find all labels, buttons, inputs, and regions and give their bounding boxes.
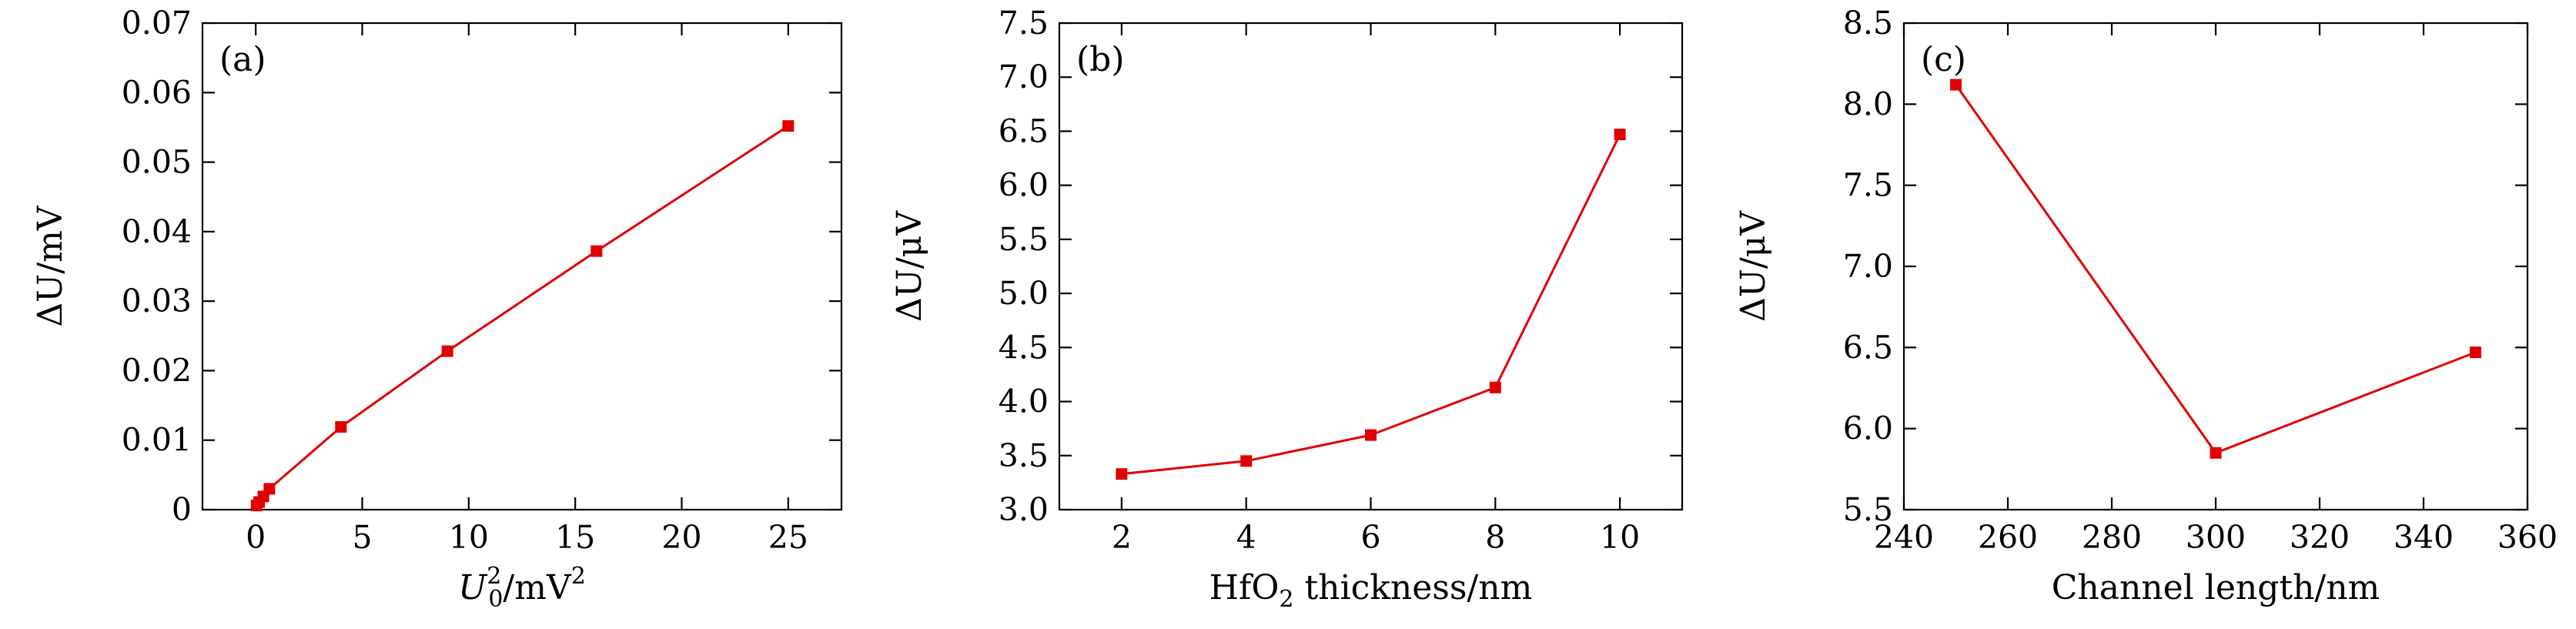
data-point (2470, 346, 2481, 359)
y-tick-label: 0.05 (122, 144, 192, 181)
x-tick-label: 8 (1485, 519, 1505, 556)
x-tick-label: 320 (2290, 519, 2350, 556)
y-axis-label: ΔU/μV (1734, 210, 1773, 322)
y-axis-label: ΔU/mV (31, 205, 70, 326)
y-tick-label: 7.0 (999, 59, 1049, 95)
x-tick-label: 240 (1874, 519, 1934, 556)
y-tick-label: 0.06 (122, 74, 192, 111)
y-tick-label: 6.5 (1843, 329, 1893, 366)
plot-frame (201, 22, 843, 511)
x-tick-label: 15 (555, 519, 595, 556)
x-axis-label-unit: /mV (503, 568, 572, 607)
y-tick-label: 3.5 (999, 437, 1049, 474)
y-tick-label: 0.04 (122, 213, 192, 250)
data-point (441, 345, 453, 357)
y-tick-label: 4.5 (999, 329, 1049, 366)
x-tick-label: 260 (1978, 519, 2038, 556)
data-point (1240, 455, 1253, 467)
y-tick-label: 7.0 (1843, 248, 1893, 285)
x-axis-label: U2 0/mV2 (458, 563, 586, 613)
x-tick-label: 2 (1112, 519, 1132, 556)
x-tick-label: 25 (768, 519, 808, 556)
data-point (2210, 447, 2222, 459)
y-axis-label: ΔU/μV (890, 210, 929, 322)
x-axis-label-unit_sup: 2 (571, 563, 586, 590)
data-point (590, 245, 603, 257)
data-point (1365, 429, 1377, 441)
y-tick-label: 6.5 (999, 112, 1049, 149)
plot-frame (1902, 22, 2529, 511)
x-axis-label-sub: 0 (488, 586, 503, 613)
panel-label: (a) (219, 40, 266, 79)
y-tick-label: 0.07 (122, 5, 192, 42)
y-tick-label: 0 (172, 491, 192, 528)
panel-b: 2 4 6 8 10 3.0 3.5 4.0 4.5 5.0 5.5 6.0 6.5 7.0 7.5 (b) Δ… (890, 5, 1684, 613)
x-tick-label: 300 (2186, 519, 2246, 556)
x-axis-label-sup: 2 (487, 563, 501, 590)
y-tick-label: 0.03 (122, 283, 192, 320)
series-line (256, 125, 789, 507)
x-tick-label: 280 (2082, 519, 2142, 556)
x-axis-label-sub: 2 (1279, 586, 1293, 613)
x-axis-label-rest: thickness/nm (1294, 568, 1533, 607)
series-line (1121, 133, 1621, 476)
y-tick-label: 5.5 (1843, 491, 1893, 528)
y-tick-label: 8.0 (1843, 85, 1893, 122)
y-tick-label: 5.0 (999, 275, 1049, 312)
data-point (1614, 129, 1626, 141)
panel-a: 0 5 10 15 20 2500.010.020.030.040.050.060.07(… (31, 5, 843, 613)
y-tick-label: 3.0 (999, 491, 1049, 528)
x-tick-label: 0 (246, 519, 266, 556)
x-tick-label: 6 (1360, 519, 1380, 556)
data-point (1489, 381, 1501, 393)
panel-label: (c) (1921, 40, 1966, 79)
y-tick-label: 7.5 (1843, 167, 1893, 204)
x-axis-label: HfO2 thickness/nm (1209, 568, 1533, 613)
y-tick-label: 7.5 (999, 5, 1049, 42)
y-tick-label: 0.02 (122, 352, 192, 389)
y-tick-label: 6.0 (999, 167, 1049, 204)
x-tick-label: 340 (2394, 519, 2454, 556)
x-tick-label: 360 (2497, 519, 2558, 556)
y-tick-label: 6.0 (1843, 410, 1893, 447)
x-tick-label: 4 (1236, 519, 1256, 556)
series-line (1955, 84, 2477, 455)
y-tick-label: 0.01 (122, 422, 192, 459)
data-point (782, 120, 795, 132)
x-axis-label-main: U (458, 568, 488, 607)
data-point (1116, 468, 1128, 480)
x-tick-label: 10 (1600, 519, 1640, 556)
panel-label: (b) (1076, 40, 1125, 79)
panel-c: 240 260 280 300 320 340 360 5.5 6.0 6.5 7.0 7.5 8.0 8… (1734, 5, 2558, 607)
y-tick-label: 5.5 (999, 221, 1049, 258)
x-tick-label: 5 (352, 519, 372, 556)
x-axis-label: Channel length/nm (2052, 568, 2380, 607)
y-tick-label: 4.0 (999, 383, 1049, 420)
data-point (1950, 79, 1962, 91)
data-point (335, 421, 347, 433)
x-tick-label: 20 (661, 519, 701, 556)
y-tick-label: 8.5 (1843, 5, 1893, 42)
x-tick-label: 10 (449, 519, 489, 556)
data-point (263, 483, 276, 495)
x-axis-label-main: HfO (1209, 568, 1280, 607)
